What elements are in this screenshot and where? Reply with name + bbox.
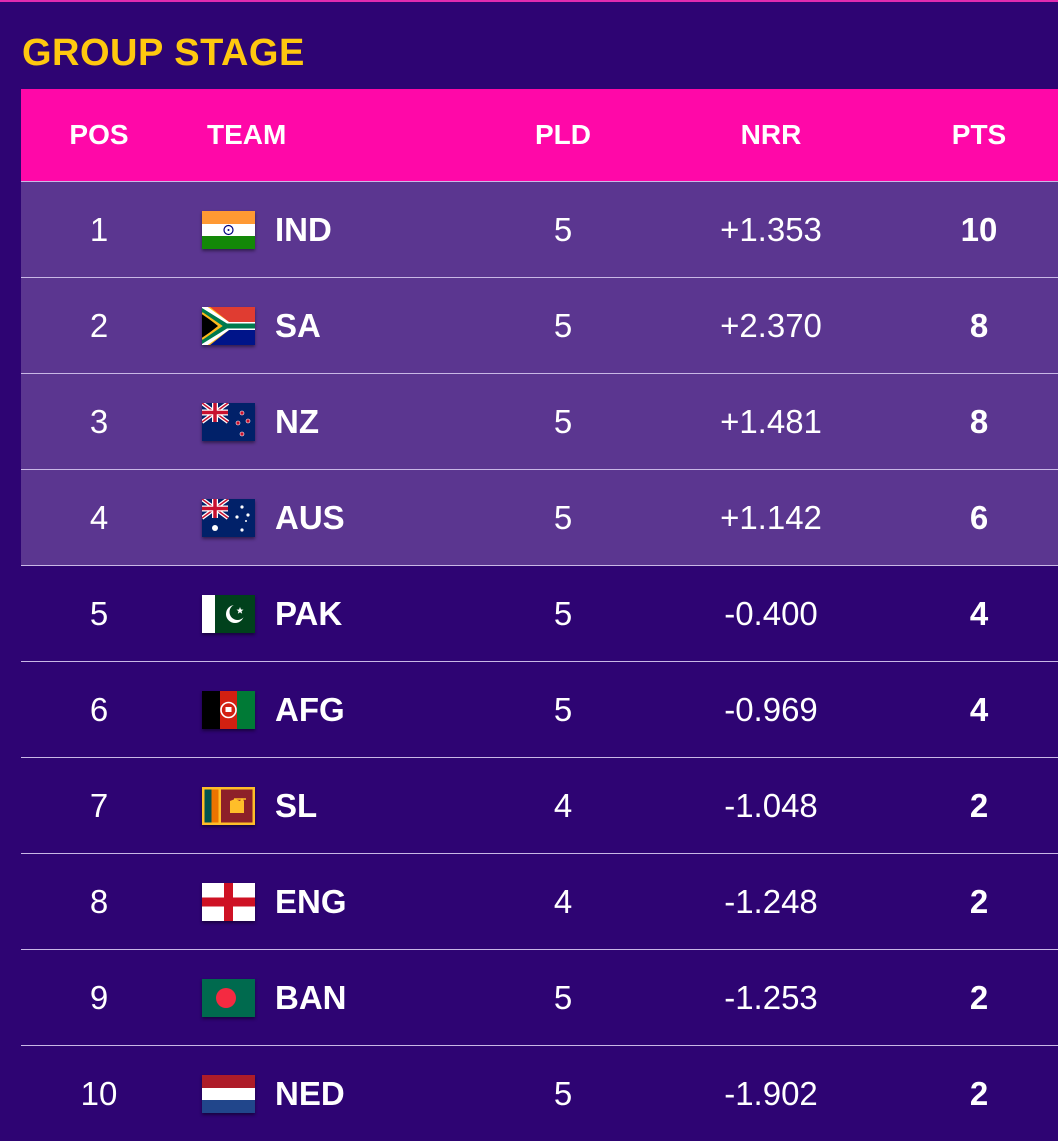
header-nrr: NRR bbox=[740, 119, 802, 150]
nrr-cell: -0.969 bbox=[724, 691, 818, 728]
table-row: 1 IND 5 +1.353 10 bbox=[21, 181, 1058, 277]
team-name: SA bbox=[275, 307, 321, 344]
points-cell: 2 bbox=[969, 979, 989, 1016]
team-name: AUS bbox=[275, 499, 345, 536]
position-cell: 9 bbox=[89, 979, 109, 1016]
position-cell: 1 bbox=[89, 211, 109, 248]
points-cell: 4 bbox=[969, 595, 989, 632]
position-cell: 5 bbox=[89, 595, 109, 632]
played-cell: 5 bbox=[553, 211, 573, 248]
table-row: 6 AFG 5 -0.969 4 bbox=[21, 661, 1058, 757]
played-cell: 4 bbox=[553, 883, 573, 920]
south-africa-flag-icon bbox=[202, 307, 255, 345]
played-cell: 5 bbox=[553, 499, 573, 536]
table-header: POS TEAM PLD NRR PTS bbox=[21, 89, 1058, 181]
position-cell: 8 bbox=[89, 883, 109, 920]
position-cell: 10 bbox=[80, 1075, 118, 1112]
england-flag-icon bbox=[202, 883, 255, 921]
nrr-cell: +2.370 bbox=[720, 307, 822, 344]
table-row: 9 BAN 5 -1.253 2 bbox=[21, 949, 1058, 1045]
top-divider bbox=[0, 0, 1058, 2]
table-body: 1 IND 5 +1.353 10 2 SA 5 +2.370 8 3 NZ 5 +1.481 8 4 AUS 5… bbox=[21, 181, 1058, 1141]
position-cell: 7 bbox=[89, 787, 109, 824]
team-name: PAK bbox=[275, 595, 343, 632]
standings-table: POS TEAM PLD NRR PTS 1 IND 5 +1.353 10 2 SA 5 +2… bbox=[21, 89, 1058, 1141]
table-row: 5 PAK 5 -0.400 4 bbox=[21, 565, 1058, 661]
netherlands-flag-icon bbox=[202, 1075, 255, 1113]
header-pld: PLD bbox=[535, 119, 591, 150]
table-row: 4 AUS 5 +1.142 6 bbox=[21, 469, 1058, 565]
table-row: 3 NZ 5 +1.481 8 bbox=[21, 373, 1058, 469]
page-title: GROUP STAGE bbox=[22, 32, 305, 74]
india-flag-icon bbox=[202, 211, 255, 249]
team-name: BAN bbox=[275, 979, 347, 1016]
pakistan-flag-icon bbox=[202, 595, 255, 633]
australia-flag-icon bbox=[202, 499, 255, 537]
team-name: ENG bbox=[275, 883, 347, 920]
played-cell: 5 bbox=[553, 595, 573, 632]
nrr-cell: -1.048 bbox=[724, 787, 818, 824]
points-cell: 6 bbox=[969, 499, 989, 536]
nrr-cell: +1.353 bbox=[720, 211, 822, 248]
team-name: NED bbox=[275, 1075, 345, 1112]
played-cell: 5 bbox=[553, 979, 573, 1016]
table-row: 2 SA 5 +2.370 8 bbox=[21, 277, 1058, 373]
team-name: AFG bbox=[275, 691, 345, 728]
new-zealand-flag-icon bbox=[202, 403, 255, 441]
played-cell: 5 bbox=[553, 403, 573, 440]
nrr-cell: -1.248 bbox=[724, 883, 818, 920]
points-cell: 8 bbox=[969, 307, 989, 344]
nrr-cell: +1.481 bbox=[720, 403, 822, 440]
afghanistan-flag-icon bbox=[202, 691, 255, 729]
team-name: NZ bbox=[275, 403, 319, 440]
points-cell: 4 bbox=[969, 691, 989, 728]
points-cell: 2 bbox=[969, 883, 989, 920]
bangladesh-flag-icon bbox=[202, 979, 255, 1017]
position-cell: 2 bbox=[89, 307, 109, 344]
team-name: IND bbox=[275, 211, 332, 248]
points-cell: 2 bbox=[969, 1075, 989, 1112]
header-pos: POS bbox=[69, 119, 129, 150]
position-cell: 4 bbox=[89, 499, 109, 536]
points-cell: 8 bbox=[969, 403, 989, 440]
position-cell: 3 bbox=[89, 403, 109, 440]
team-name: SL bbox=[275, 787, 318, 824]
points-cell: 10 bbox=[960, 211, 998, 248]
table-row: 8 ENG 4 -1.248 2 bbox=[21, 853, 1058, 949]
played-cell: 5 bbox=[553, 307, 573, 344]
played-cell: 5 bbox=[553, 1075, 573, 1112]
sri-lanka-flag-icon bbox=[202, 787, 255, 825]
played-cell: 5 bbox=[553, 691, 573, 728]
table-row: 10 NED 5 -1.902 2 bbox=[21, 1045, 1058, 1141]
played-cell: 4 bbox=[553, 787, 573, 824]
table-row: 7 SL 4 -1.048 2 bbox=[21, 757, 1058, 853]
nrr-cell: -0.400 bbox=[724, 595, 818, 632]
position-cell: 6 bbox=[89, 691, 109, 728]
header-pts: PTS bbox=[951, 119, 1007, 150]
nrr-cell: -1.902 bbox=[724, 1075, 818, 1112]
nrr-cell: +1.142 bbox=[720, 499, 822, 536]
header-team: TEAM bbox=[207, 119, 287, 150]
nrr-cell: -1.253 bbox=[724, 979, 818, 1016]
points-cell: 2 bbox=[969, 787, 989, 824]
